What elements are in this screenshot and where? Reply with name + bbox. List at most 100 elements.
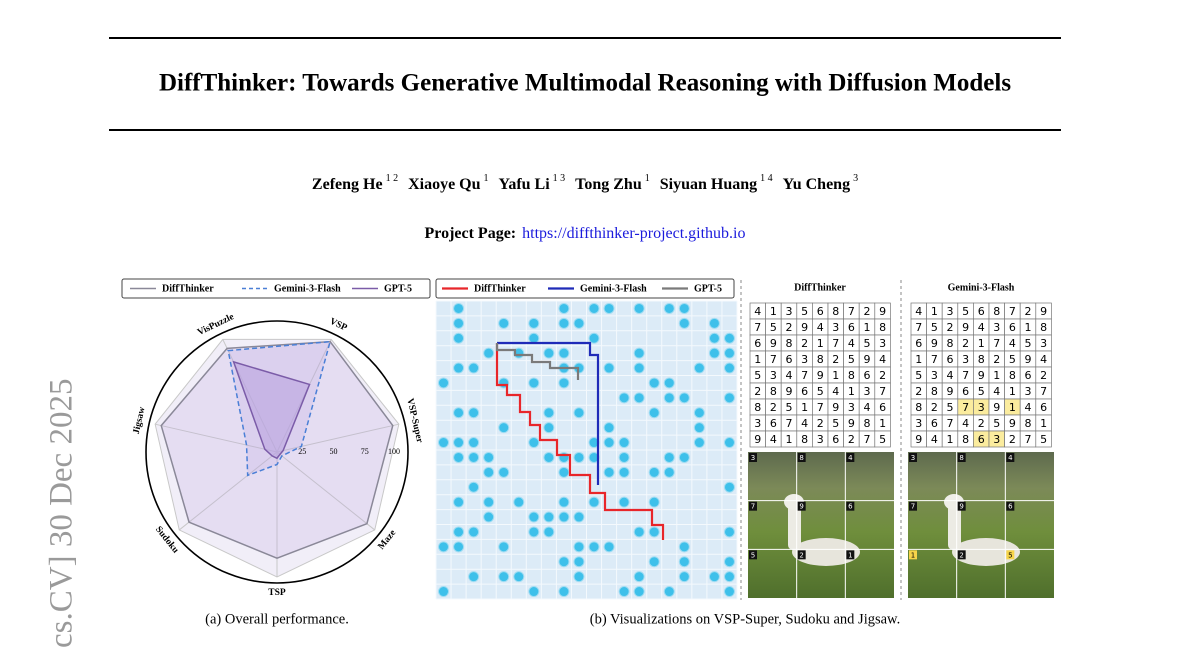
sudoku-digit: 8 <box>879 321 886 334</box>
sudoku-digit: 2 <box>978 417 985 430</box>
maze-hole <box>708 317 720 329</box>
maze-hole <box>723 437 735 449</box>
author-name: Yafu Li <box>499 176 551 193</box>
sudoku-digit: 5 <box>770 321 777 334</box>
sudoku-digit: 2 <box>931 401 938 414</box>
jigsaw-label: 3 <box>911 454 915 462</box>
sudoku-digit: 8 <box>978 353 985 366</box>
jigsaw-label: 7 <box>751 503 755 511</box>
maze-hole <box>648 526 660 538</box>
sudoku-digit: 5 <box>817 385 824 398</box>
maze-hole <box>603 437 615 449</box>
maze-hole <box>633 347 645 359</box>
maze-hole <box>603 362 615 374</box>
jigsaw-label: 9 <box>799 503 803 511</box>
maze-hole <box>543 347 555 359</box>
project-link[interactable]: https://diffthinker-project.github.io <box>522 225 745 242</box>
maze-hole <box>513 571 525 583</box>
sudoku-digit: 1 <box>978 337 985 350</box>
sudoku-digit: 2 <box>879 369 886 382</box>
jigsaw-tag <box>846 501 855 511</box>
maze-hole <box>498 541 510 553</box>
maze-hole <box>528 437 540 449</box>
radar-axis-label: Jigsaw <box>132 406 148 435</box>
maze-hole <box>483 466 495 478</box>
maze-hole <box>678 392 690 404</box>
sudoku-digit: 1 <box>1025 321 1032 334</box>
radar-tick-label: 25 <box>298 447 306 456</box>
sudoku-digit: 6 <box>817 305 824 318</box>
sudoku-digit: 8 <box>947 337 954 350</box>
maze-hole <box>573 407 585 419</box>
sudoku-digit: 7 <box>770 353 777 366</box>
sudoku-digit: 8 <box>770 385 777 398</box>
maze-hole <box>438 437 450 449</box>
sudoku-digit: 6 <box>915 337 922 350</box>
legend-box <box>435 278 735 299</box>
sudoku-digit: 6 <box>1009 321 1016 334</box>
maze-hole <box>648 466 660 478</box>
maze-hole <box>528 317 540 329</box>
maze-hole <box>663 377 675 389</box>
sudoku-digit: 7 <box>962 369 969 382</box>
sudoku-digit: 7 <box>832 337 839 350</box>
sudoku-digit: 2 <box>962 337 969 350</box>
sudoku-digit: 1 <box>864 321 871 334</box>
jigsaw-label: 2 <box>959 551 963 559</box>
sudoku-digit: 9 <box>1009 417 1016 430</box>
sudoku-digit: 6 <box>947 353 954 366</box>
maze-hole <box>453 496 465 508</box>
sudoku-digit: 1 <box>1040 417 1047 430</box>
sudoku-digit: 7 <box>848 305 855 318</box>
maze-hole <box>663 586 675 598</box>
sudoku-digit: 6 <box>832 433 839 446</box>
maze-hole <box>648 377 660 389</box>
maze-hole <box>678 556 690 568</box>
sudoku-digit: 6 <box>754 337 761 350</box>
sudoku-digit: 5 <box>947 401 954 414</box>
sudoku-digit: 9 <box>993 401 1000 414</box>
sudoku-digit: 9 <box>879 305 886 318</box>
maze-hole <box>528 526 540 538</box>
maze-hole <box>678 302 690 314</box>
sudoku-digit: 8 <box>931 385 938 398</box>
jigsaw-alpaca-neck <box>948 502 961 550</box>
legend-box <box>121 278 431 299</box>
jigsaw-label: 7 <box>911 503 915 511</box>
author-name: Siyuan Huang <box>660 176 757 193</box>
maze-hole <box>633 362 645 374</box>
maze-hole <box>483 347 495 359</box>
jigsaw-tag <box>749 501 757 511</box>
author-affiliation: 1 <box>645 173 650 184</box>
maze-hole <box>573 451 585 463</box>
maze-hole <box>603 422 615 434</box>
maze-hole <box>453 317 465 329</box>
sudoku-digit: 3 <box>770 369 777 382</box>
jigsaw-label: 1 <box>848 551 852 559</box>
maze-hole <box>723 332 735 344</box>
sudoku-digit: 3 <box>848 401 855 414</box>
sudoku-digit: 3 <box>817 433 824 446</box>
jigsaw-label: 6 <box>848 503 853 511</box>
sudoku-digit: 3 <box>978 401 985 414</box>
maze-hole <box>543 422 555 434</box>
jigsaw-label: 1 <box>911 551 915 559</box>
sudoku-digit: 7 <box>1040 385 1047 398</box>
maze-hole <box>528 511 540 523</box>
sudoku-digit: 9 <box>832 401 839 414</box>
maze-hole <box>603 302 615 314</box>
sudoku-digit: 3 <box>931 369 938 382</box>
maze-hole <box>678 571 690 583</box>
maze-hole <box>453 362 465 374</box>
maze-hole <box>588 496 600 508</box>
radar-series <box>232 360 311 460</box>
sudoku-digit: 4 <box>848 337 855 350</box>
sudoku-digit: 6 <box>1040 401 1047 414</box>
author-name: Tong Zhu <box>575 176 642 193</box>
radar-outer-circle <box>145 320 409 584</box>
jigsaw-tag <box>957 453 966 462</box>
sudoku-digit: 8 <box>1040 321 1047 334</box>
sudoku-digit: 9 <box>864 353 871 366</box>
sudoku-digit: 4 <box>962 417 969 430</box>
